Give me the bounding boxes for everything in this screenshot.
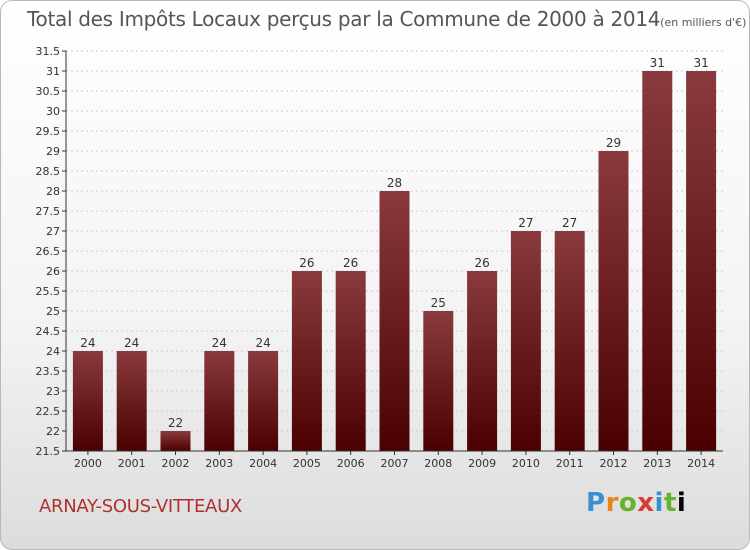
data-label: 24 — [255, 336, 270, 350]
x-tick-label: 2012 — [600, 457, 628, 470]
x-tick-label: 2000 — [74, 457, 102, 470]
data-label: 28 — [387, 176, 402, 190]
chart-title: Total des Impôts Locaux perçus par la Co… — [27, 7, 661, 31]
x-tick-label: 2009 — [468, 457, 496, 470]
x-tick-label: 2011 — [556, 457, 584, 470]
bar-2013 — [642, 71, 673, 451]
label-layer: 21.5 22 22.5 23 23.5 24 24.5 25 25.5 26 26.5 27 27.5… — [36, 45, 716, 470]
chart-subtitle: (en milliers d'€) — [660, 16, 747, 29]
bar-2007 — [379, 191, 410, 451]
bar-2008 — [423, 311, 454, 451]
y-tick-label: 26 — [46, 265, 60, 278]
data-label: 26 — [343, 256, 358, 270]
data-label: 25 — [431, 296, 446, 310]
x-tick-label: 2014 — [687, 457, 715, 470]
data-label: 29 — [606, 136, 621, 150]
y-tick-label: 25.5 — [36, 285, 61, 298]
x-tick-label: 2003 — [205, 457, 233, 470]
bar-2009 — [467, 271, 498, 451]
y-tick-label: 30.5 — [36, 85, 61, 98]
proxiti-logo[interactable]: Proxiti — [586, 488, 687, 518]
bar-2001 — [116, 351, 147, 451]
bar-2014 — [686, 71, 717, 451]
x-tick-label: 2004 — [249, 457, 277, 470]
y-tick-label: 29 — [46, 145, 60, 158]
data-label: 24 — [124, 336, 139, 350]
commune-name: ARNAY-SOUS-VITTEAUX — [39, 496, 242, 517]
data-label: 24 — [212, 336, 227, 350]
bar-2006 — [335, 271, 366, 451]
y-tick-label: 22.5 — [36, 405, 61, 418]
y-tick-label: 24.5 — [36, 325, 61, 338]
bar-2000 — [72, 351, 103, 451]
title-row: Total des Impôts Locaux perçus par la Co… — [27, 7, 746, 31]
data-label: 24 — [80, 336, 95, 350]
y-tick-label: 26.5 — [36, 245, 61, 258]
y-tick-label: 27 — [46, 225, 60, 238]
data-label: 26 — [299, 256, 314, 270]
bar-2012 — [598, 151, 629, 451]
y-tick-label: 30 — [46, 105, 60, 118]
x-tick-label: 2002 — [162, 457, 190, 470]
x-tick-label: 2005 — [293, 457, 321, 470]
data-label: 27 — [562, 216, 577, 230]
y-tick-label: 28 — [46, 185, 60, 198]
data-label: 31 — [693, 56, 708, 70]
bar-2011 — [554, 231, 585, 451]
data-label: 27 — [518, 216, 533, 230]
bar-2010 — [510, 231, 541, 451]
y-tick-label: 22 — [46, 425, 60, 438]
x-tick-label: 2008 — [424, 457, 452, 470]
bar-layer — [72, 71, 717, 451]
y-tick-label: 28.5 — [36, 165, 61, 178]
x-tick-label: 2013 — [643, 457, 671, 470]
bar-2003 — [204, 351, 235, 451]
axis-layer — [62, 50, 723, 455]
y-tick-label: 24 — [46, 345, 60, 358]
y-tick-label: 31.5 — [36, 45, 61, 58]
y-tick-label: 29.5 — [36, 125, 61, 138]
data-label: 26 — [474, 256, 489, 270]
y-tick-label: 23.5 — [36, 365, 61, 378]
y-tick-label: 31 — [46, 65, 60, 78]
x-tick-label: 2007 — [381, 457, 409, 470]
x-tick-label: 2001 — [118, 457, 146, 470]
x-tick-label: 2010 — [512, 457, 540, 470]
bar-2002 — [160, 431, 191, 451]
data-label: 22 — [168, 416, 183, 430]
data-label: 31 — [650, 56, 665, 70]
bar-2004 — [248, 351, 279, 451]
y-tick-label: 25 — [46, 305, 60, 318]
y-tick-label: 27.5 — [36, 205, 61, 218]
y-tick-label: 23 — [46, 385, 60, 398]
bar-2005 — [291, 271, 322, 451]
y-tick-label: 21.5 — [36, 445, 61, 458]
x-tick-label: 2006 — [337, 457, 365, 470]
